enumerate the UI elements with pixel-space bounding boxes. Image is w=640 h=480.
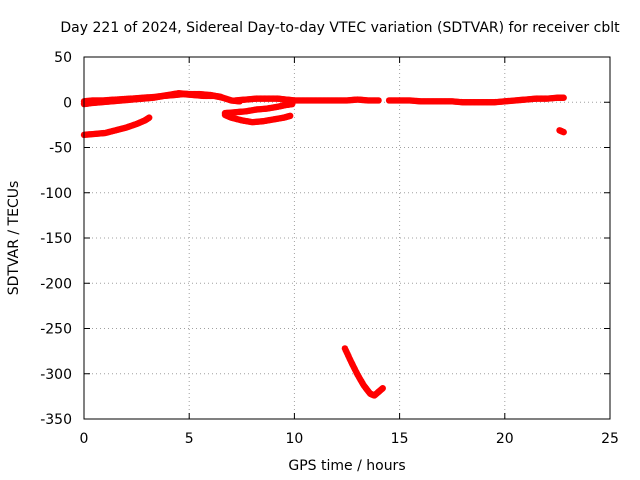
y-axis-label: SDTVAR / TECUs [6,181,22,296]
x-axis-label: GPS time / hours [288,458,405,474]
y-tick-label: -350 [40,412,72,428]
grid-layer [84,57,610,419]
y-tick-label: -50 [49,141,72,157]
x-tick-label: 5 [185,431,194,447]
y-tick-label: 0 [63,95,72,111]
chart-title: Day 221 of 2024, Sidereal Day-to-day VTE… [60,20,620,36]
plot-frame [83,56,611,420]
x-tick-label: 20 [496,431,514,447]
tick-label-layer: 0 5 10 15 20 25 50 0 -50 -100 -150 -200 -250 -300 -350 [40,50,619,447]
x-tick-label: 10 [285,431,303,447]
tick-layer [83,56,611,420]
x-tick-label: 25 [601,431,619,447]
x-tick-label: 15 [391,431,409,447]
data-point [375,97,382,104]
y-tick-label: -250 [40,322,72,338]
data-point [379,385,386,392]
y-tick-label: -150 [40,231,72,247]
data-point [286,112,294,120]
data-point [217,93,224,101]
data-point [146,114,153,121]
y-tick-label: -100 [40,186,72,202]
y-tick-label: -200 [40,276,72,292]
data-layer [80,90,567,399]
y-tick-label: 50 [54,50,72,66]
data-point [560,94,567,101]
y-tick-label: -300 [40,367,72,383]
data-point [560,128,567,136]
x-tick-label: 0 [80,431,89,447]
